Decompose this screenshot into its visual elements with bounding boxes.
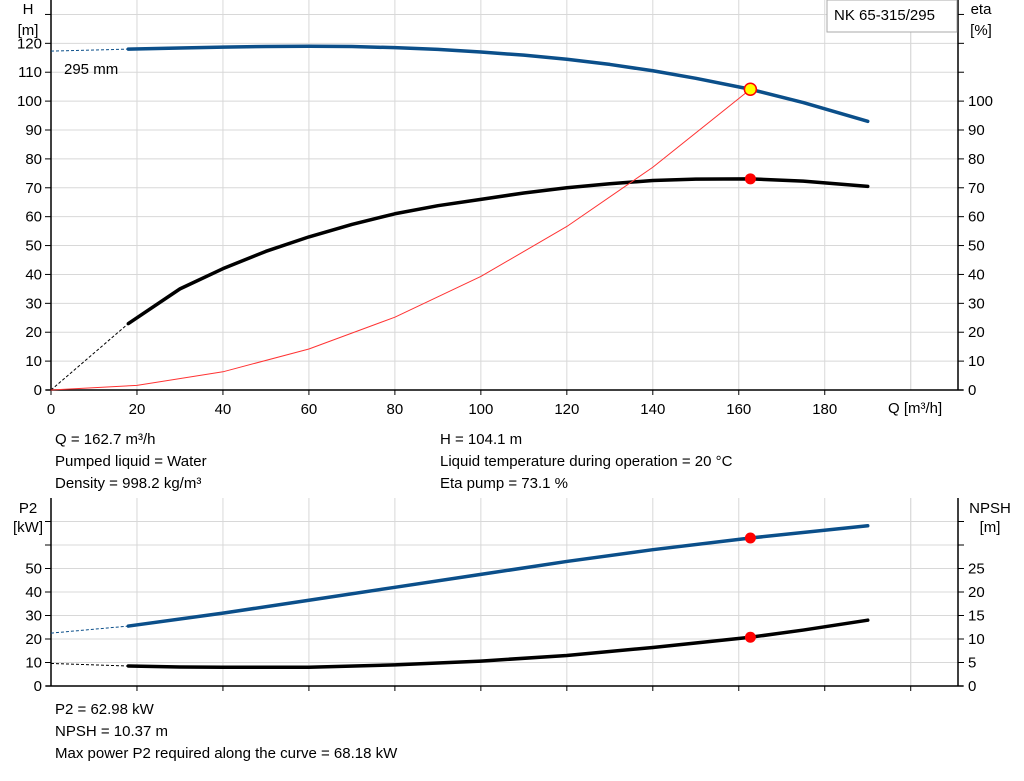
operating-point-head-marker bbox=[743, 82, 758, 97]
y-tick-label-left: 40 bbox=[25, 584, 42, 601]
info-block-right: H = 104.1 m Liquid temperature during op… bbox=[440, 429, 732, 495]
temperature-readout: Liquid temperature during operation = 20… bbox=[440, 453, 733, 470]
x-tick-label: 160 bbox=[726, 401, 751, 418]
y-tick-label-right: 80 bbox=[968, 151, 985, 168]
y-tick-label-left: 60 bbox=[25, 209, 42, 226]
y-tick-label-left: 10 bbox=[25, 655, 42, 672]
eta-axis-unit: [%] bbox=[970, 22, 992, 39]
y-tick-label-right: 25 bbox=[968, 561, 985, 578]
npsh-axis-label: NPSH bbox=[969, 500, 1011, 517]
operating-point-npsh-marker bbox=[744, 631, 756, 643]
y-tick-label-right: 90 bbox=[968, 122, 985, 139]
y-tick-label-left: 40 bbox=[25, 266, 42, 283]
eta-readout: Eta pump = 73.1 % bbox=[440, 475, 568, 492]
x-tick-label: 120 bbox=[554, 401, 579, 418]
y-tick-label-left: 0 bbox=[34, 678, 42, 695]
y-tick-label-left: 10 bbox=[25, 353, 42, 370]
series-P2-line bbox=[126, 524, 870, 628]
y-tick-label-right: 15 bbox=[968, 608, 985, 625]
operating-point-p2-marker bbox=[744, 532, 756, 544]
curve-label: 295 mm bbox=[64, 61, 118, 78]
x-tick-label: 80 bbox=[387, 401, 404, 418]
eta-axis-label: eta bbox=[971, 1, 993, 18]
y-tick-label-left: 70 bbox=[25, 180, 42, 197]
y-tick-label-right: 20 bbox=[968, 324, 985, 341]
y-tick-label-left: 0 bbox=[34, 382, 42, 399]
y-tick-label-left: 90 bbox=[25, 122, 42, 139]
y-tick-label-right: 60 bbox=[968, 209, 985, 226]
y-tick-label-right: 10 bbox=[968, 631, 985, 648]
y-tick-label-left: 110 bbox=[18, 64, 42, 81]
y-tick-label-left: 30 bbox=[25, 295, 42, 312]
info-block-left: Q = 162.7 m³/h Pumped liquid = Water Den… bbox=[55, 429, 207, 495]
y-tick-label-right: 5 bbox=[968, 655, 976, 672]
x-tick-label: 140 bbox=[640, 401, 665, 418]
x-axis-label: Q [m³/h] bbox=[888, 400, 942, 417]
y-tick-label-left: 20 bbox=[25, 631, 42, 648]
legend-box bbox=[826, 0, 958, 33]
x-tick-label: 100 bbox=[468, 401, 493, 418]
y-tick-label-right: 50 bbox=[968, 238, 985, 255]
y-tick-label-right: 100 bbox=[968, 93, 993, 110]
max-p2-readout: Max power P2 required along the curve = … bbox=[55, 745, 398, 762]
y-tick-label-left: 120 bbox=[17, 35, 42, 52]
y-tick-label-left: 50 bbox=[25, 238, 42, 255]
head-readout: H = 104.1 m bbox=[440, 431, 523, 448]
p2-axis-label: P2 bbox=[19, 500, 37, 517]
y-tick-label-right: 10 bbox=[968, 353, 985, 370]
liquid-readout: Pumped liquid = Water bbox=[55, 453, 207, 470]
x-tick-label: 180 bbox=[812, 401, 837, 418]
x-tick-label: 0 bbox=[47, 401, 55, 418]
series-P2-extrapolation bbox=[50, 625, 129, 634]
series-H-line bbox=[126, 44, 870, 124]
info-block-bottom: P2 = 62.98 kW NPSH = 10.37 m Max power P… bbox=[55, 699, 397, 765]
upper-chart-h-eta: 0 10 20 30 40 50 60 70 80 90 100 110 120 0 10 20 30 40 50 6… bbox=[17, 0, 993, 418]
x-tick-label: 60 bbox=[301, 401, 318, 418]
lower-chart-p2-npsh: 0 10 20 30 40 50 0 5 10 15 20 25 bbox=[25, 498, 985, 695]
y-tick-label-left: 20 bbox=[25, 324, 42, 341]
flow-readout: Q = 162.7 m³/h bbox=[55, 431, 156, 448]
p2-axis-unit: [kW] bbox=[13, 519, 43, 536]
operating-point-eta-marker bbox=[744, 173, 756, 185]
y-tick-label-right: 70 bbox=[968, 180, 985, 197]
y-tick-label-right: 0 bbox=[968, 678, 976, 695]
series-NPSH-extrapolation bbox=[50, 662, 129, 667]
p2-readout: P2 = 62.98 kW bbox=[55, 701, 154, 718]
y-tick-label-right: 20 bbox=[968, 584, 985, 601]
y-tick-label-left: 50 bbox=[25, 561, 42, 578]
npsh-axis-unit: [m] bbox=[980, 519, 1001, 536]
npsh-readout: NPSH = 10.37 m bbox=[55, 723, 168, 740]
series-eta-extrapolation bbox=[50, 323, 129, 391]
y-tick-label-left: 100 bbox=[17, 93, 42, 110]
y-tick-label-left: 30 bbox=[25, 608, 42, 625]
series-system-line bbox=[50, 88, 751, 391]
y-tick-label-right: 0 bbox=[968, 382, 976, 399]
y-tick-label-right: 40 bbox=[968, 266, 985, 283]
y-tick-label-left: 80 bbox=[25, 151, 42, 168]
series-eta-line bbox=[126, 177, 870, 326]
x-tick-label: 40 bbox=[215, 401, 232, 418]
chart-title: NK 65-315/295 bbox=[834, 7, 935, 24]
h-axis-label: H bbox=[23, 1, 34, 18]
series-NPSH-line bbox=[126, 618, 870, 669]
h-axis-unit: [m] bbox=[18, 22, 39, 39]
series-H-extrapolation bbox=[50, 48, 129, 52]
x-tick-label: 20 bbox=[129, 401, 146, 418]
density-readout: Density = 998.2 kg/m³ bbox=[55, 475, 202, 492]
y-tick-label-right: 30 bbox=[968, 295, 985, 312]
